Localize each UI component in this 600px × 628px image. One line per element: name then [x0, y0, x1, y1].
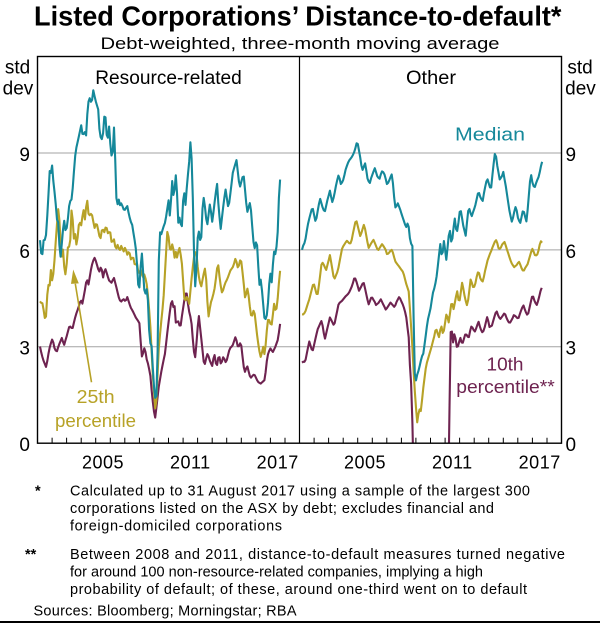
svg-text:6: 6 — [19, 242, 30, 263]
svg-text:3: 3 — [19, 339, 30, 360]
svg-text:Listed Corporations’ Distance-: Listed Corporations’ Distance-to-default… — [34, 1, 562, 32]
svg-text:Other: Other — [406, 68, 457, 89]
svg-text:Median: Median — [455, 125, 525, 145]
svg-text:Calculated up to 31 August 201: Calculated up to 31 August 2017 using a … — [70, 484, 530, 500]
svg-text:probability of default; of the: probability of default; of these, around… — [70, 582, 527, 598]
svg-text:Between 2008 and 2011, distanc: Between 2008 and 2011, distance-to-defau… — [70, 547, 565, 563]
svg-text:std: std — [5, 58, 30, 79]
svg-text:2005: 2005 — [344, 453, 386, 473]
svg-text:2011: 2011 — [432, 453, 473, 473]
svg-text:Resource-related: Resource-related — [95, 68, 242, 89]
svg-text:0: 0 — [19, 435, 30, 456]
svg-text:corporations listed on the ASX: corporations listed on the ASX by debt; … — [70, 501, 494, 517]
svg-text:std: std — [567, 58, 592, 79]
svg-text:dev: dev — [3, 79, 34, 100]
svg-text:Debt-weighted, three-month mov: Debt-weighted, three-month moving averag… — [101, 34, 500, 53]
svg-text:percentile**: percentile** — [456, 377, 555, 397]
svg-text:2005: 2005 — [82, 453, 124, 473]
svg-text:2017: 2017 — [519, 453, 561, 473]
svg-text:dev: dev — [565, 79, 596, 100]
svg-text:*: * — [35, 484, 41, 500]
svg-text:2011: 2011 — [170, 453, 211, 473]
svg-text:foreign-domiciled corporations: foreign-domiciled corporations — [70, 519, 282, 535]
svg-text:6: 6 — [566, 242, 577, 263]
svg-text:9: 9 — [566, 145, 577, 166]
svg-text:Sources: Bloomberg; Morningsta: Sources: Bloomberg; Morningstar; RBA — [34, 604, 297, 620]
svg-text:25th: 25th — [77, 387, 115, 407]
svg-text:10th: 10th — [487, 355, 524, 375]
svg-text:0: 0 — [566, 435, 577, 456]
svg-text:2017: 2017 — [257, 453, 299, 473]
svg-text:3: 3 — [566, 339, 577, 360]
svg-text:percentile: percentile — [55, 411, 136, 431]
svg-text:**: ** — [25, 547, 37, 563]
svg-text:9: 9 — [19, 145, 30, 166]
svg-text:for around 100 non-resource-re: for around 100 non-resource-related comp… — [70, 564, 483, 580]
